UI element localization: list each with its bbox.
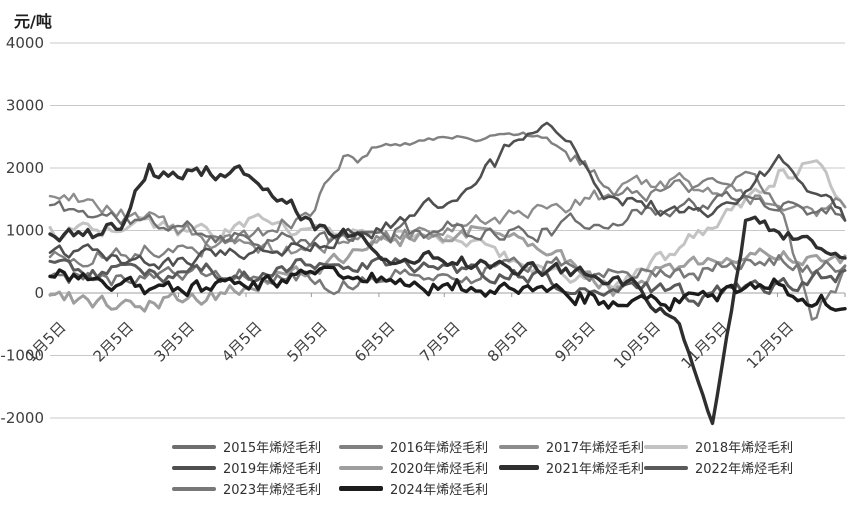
x-axis-tick-label: 1月5日 bbox=[22, 318, 69, 365]
x-axis-tick-label: 12月5日 bbox=[743, 318, 797, 372]
legend-item: 2016年烯烃毛利 bbox=[339, 437, 499, 456]
legend-label: 2023年烯烃毛利 bbox=[223, 483, 322, 498]
legend-label: 2015年烯烃毛利 bbox=[223, 441, 322, 456]
legend-item: 2018年烯烃毛利 bbox=[644, 437, 854, 456]
series-line bbox=[48, 171, 847, 257]
y-axis-tick-label: -1000 bbox=[0, 347, 44, 365]
legend-label: 2016年烯烃毛利 bbox=[390, 441, 489, 456]
x-axis-tick-label: 3月5日 bbox=[151, 318, 198, 365]
legend-row: 2019年烯烃毛利 2020年烯烃毛利 2021年烯烃毛利 2022年烯烃毛利 bbox=[172, 457, 857, 478]
legend-row: 2023年烯烃毛利 2024年烯烃毛利 bbox=[172, 478, 857, 499]
x-axis-tick-label: 4月5日 bbox=[218, 318, 265, 365]
x-axis-tick-label: 6月5日 bbox=[351, 318, 398, 365]
legend-label: 2019年烯烃毛利 bbox=[223, 462, 322, 477]
y-axis-tick-label: 4000 bbox=[6, 34, 44, 52]
y-axis-tick-label: 0 bbox=[34, 284, 44, 302]
chart-legend: 2015年烯烃毛利 2016年烯烃毛利 2017年烯烃毛利 2018年烯烃毛利 2019… bbox=[172, 436, 857, 499]
series-line bbox=[48, 190, 847, 250]
series-line bbox=[48, 121, 847, 270]
y-axis-tick-label: 1000 bbox=[6, 222, 44, 240]
series-line bbox=[48, 254, 847, 296]
x-axis-tick-label: 9月5日 bbox=[551, 318, 598, 365]
legend-label: 2021年烯烃毛利 bbox=[545, 462, 644, 477]
y-axis-tick-label: -2000 bbox=[0, 409, 44, 427]
legend-item: 2021年烯烃毛利 bbox=[499, 458, 644, 477]
legend-item: 2022年烯烃毛利 bbox=[644, 458, 854, 477]
x-axis-tick-label: 7月5日 bbox=[416, 318, 463, 365]
legend-label: 2022年烯烃毛利 bbox=[695, 462, 794, 477]
legend-swatch-icon bbox=[172, 486, 216, 491]
legend-swatch-icon bbox=[339, 444, 383, 449]
legend-label: 2020年烯烃毛利 bbox=[390, 462, 489, 477]
y-axis-tick-label: 3000 bbox=[6, 97, 44, 115]
y-axis-tick-label: 2000 bbox=[6, 159, 44, 177]
legend-swatch-icon bbox=[644, 465, 688, 470]
legend-item: 2023年烯烃毛利 bbox=[172, 479, 339, 498]
x-axis-tick-label: 2月5日 bbox=[90, 318, 137, 365]
legend-item: 2024年烯烃毛利 bbox=[339, 479, 499, 498]
legend-swatch-icon bbox=[339, 486, 383, 491]
y-axis-unit-label: 元/吨 bbox=[14, 12, 52, 31]
x-axis-tick-label: 10月5日 bbox=[610, 318, 664, 372]
legend-swatch-icon bbox=[499, 444, 539, 449]
series-line bbox=[48, 225, 847, 313]
legend-swatch-icon bbox=[644, 444, 688, 449]
series-line bbox=[48, 131, 847, 321]
legend-item: 2017年烯烃毛利 bbox=[499, 437, 644, 456]
legend-item: 2020年烯烃毛利 bbox=[339, 458, 499, 477]
legend-swatch-icon bbox=[499, 465, 539, 470]
legend-item: 2015年烯烃毛利 bbox=[172, 437, 339, 456]
series-line bbox=[48, 162, 847, 426]
legend-swatch-icon bbox=[339, 465, 383, 470]
legend-label: 2024年烯烃毛利 bbox=[390, 483, 489, 498]
legend-item: 2019年烯烃毛利 bbox=[172, 458, 339, 477]
legend-swatch-icon bbox=[172, 465, 216, 470]
line-chart-canvas: 4000 3000 2000 1000 0 -1000 -2000 1月5日 2月5日 3月5日 4… bbox=[0, 34, 847, 427]
x-axis-tick-label: 5月5日 bbox=[283, 318, 330, 365]
x-axis-tick-label: 8月5日 bbox=[484, 318, 531, 365]
legend-swatch-icon bbox=[172, 444, 216, 449]
legend-label: 2017年烯烃毛利 bbox=[545, 441, 644, 456]
legend-row: 2015年烯烃毛利 2016年烯烃毛利 2017年烯烃毛利 2018年烯烃毛利 bbox=[172, 436, 857, 457]
series-line bbox=[48, 265, 847, 313]
legend-label: 2018年烯烃毛利 bbox=[695, 441, 794, 456]
